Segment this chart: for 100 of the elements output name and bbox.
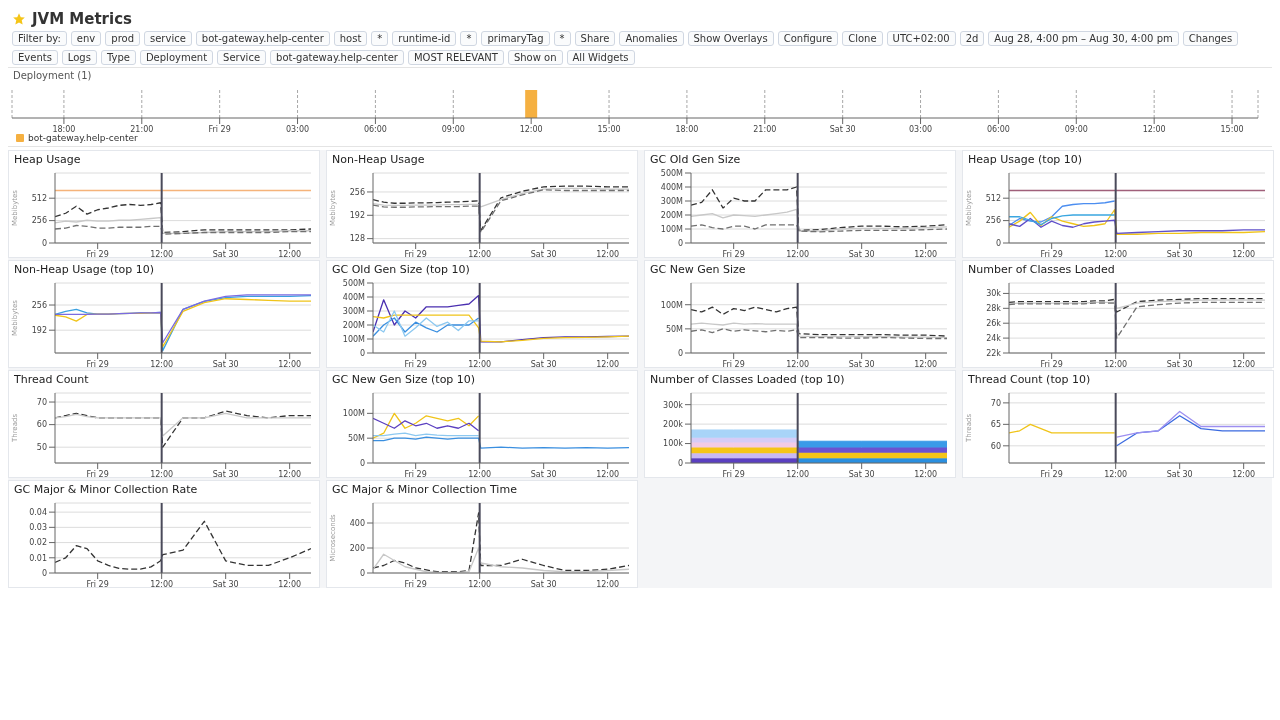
x-tick-label: 12:00 <box>150 359 174 369</box>
text: * <box>371 31 389 46</box>
x-tick-label: 12:00 <box>278 469 302 479</box>
y-tick-label: 30k <box>986 289 1002 299</box>
y-tick-label: 192 <box>31 326 47 336</box>
x-tick-label: Sat 30 <box>530 469 557 479</box>
x-tick-label: 12:00 <box>786 249 810 259</box>
y-tick-label: 200 <box>349 543 365 553</box>
y-tick-label: 0 <box>359 348 365 358</box>
y-tick-label: 400M <box>342 292 366 302</box>
y-tick-label: 256 <box>31 216 47 226</box>
text: Type <box>100 50 136 65</box>
text: Clone <box>842 31 883 46</box>
text: Aug 28, 4:00 pm – Aug 30, 4:00 pm <box>988 31 1179 46</box>
x-tick-label: Fri 29 <box>404 249 427 259</box>
chart-title: Number of Classes Loaded (top 10) <box>649 372 846 387</box>
y-tick-label: 70 <box>990 398 1001 408</box>
y-tick-label: 0 <box>677 238 683 248</box>
y-tick-label: 100k <box>663 439 684 449</box>
x-tick-label: 12:00 <box>596 469 620 479</box>
text: Logs <box>61 50 97 65</box>
x-tick-label: Sat 30 <box>212 579 239 589</box>
chart-title: Deployment (1) <box>12 69 93 83</box>
chart-title: GC Major & Minor Collection Time <box>331 482 518 497</box>
x-tick-label: 03:00 <box>909 124 933 134</box>
x-tick-label: Sat 30 <box>848 469 875 479</box>
text: JVM Metrics <box>32 10 132 28</box>
x-tick-label: 12:00 <box>596 249 620 259</box>
y-tick-label: 500M <box>342 278 366 288</box>
y-tick-label: 60 <box>36 420 47 430</box>
x-tick-label: Fri 29 <box>1040 249 1063 259</box>
y-tick-label: 28k <box>986 304 1002 314</box>
y-tick-label: 0.04 <box>29 507 47 517</box>
y-tick-label: 0 <box>677 348 683 358</box>
chart-title: Non-Heap Usage (top 10) <box>13 262 156 277</box>
y-tick-label: 22k <box>986 348 1002 358</box>
x-tick-label: 12:00 <box>786 469 810 479</box>
legend-label: bot-gateway.help-center <box>27 133 138 143</box>
text: * <box>553 31 571 46</box>
x-tick-label: 03:00 <box>286 124 310 134</box>
chart-title: Thread Count (top 10) <box>967 372 1092 387</box>
x-tick-label: Fri 29 <box>208 124 231 134</box>
text: Service <box>217 50 267 65</box>
x-tick-label: 12:00 <box>468 579 492 589</box>
x-tick-label: 12:00 <box>468 359 492 369</box>
x-tick-label: 12:00 <box>914 469 938 479</box>
x-tick-label: 15:00 <box>1220 124 1244 134</box>
x-tick-label: Fri 29 <box>722 249 745 259</box>
y-tick-label: 300k <box>663 400 684 410</box>
x-tick-label: 12:00 <box>468 469 492 479</box>
x-tick-label: 12:00 <box>278 579 302 589</box>
x-tick-label: Fri 29 <box>722 469 745 479</box>
x-tick-label: Sat 30 <box>530 579 557 589</box>
y-tick-label: 100M <box>660 224 684 234</box>
chart-title: Thread Count <box>13 372 90 387</box>
y-tick-label: 256 <box>985 216 1001 226</box>
x-tick-label: 12:00 <box>1104 469 1128 479</box>
x-tick-label: Fri 29 <box>404 359 427 369</box>
chart-title: GC Old Gen Size <box>649 152 742 167</box>
text: MOST RELEVANT <box>407 50 504 65</box>
chart-title: GC Old Gen Size (top 10) <box>331 262 471 277</box>
text: prod <box>105 31 140 46</box>
y-tick-label: 200M <box>660 210 684 220</box>
y-tick-label: 200k <box>663 419 684 429</box>
y-tick-label: 0 <box>677 458 683 468</box>
x-tick-label: 12:00 <box>468 249 492 259</box>
y-tick-label: 256 <box>31 300 47 310</box>
y-tick-label: 100M <box>660 300 684 310</box>
chart-title: GC New Gen Size (top 10) <box>331 372 477 387</box>
y-tick-label: 256 <box>349 187 365 197</box>
text: Anomalies <box>619 31 684 46</box>
text: runtime-id <box>392 31 457 46</box>
x-tick-label: 18:00 <box>52 124 76 134</box>
x-tick-label: 12:00 <box>914 249 938 259</box>
x-tick-label: Fri 29 <box>86 249 109 259</box>
text: Share <box>574 31 616 46</box>
y-tick-label: 60 <box>990 441 1001 451</box>
text: All Widgets <box>566 50 635 65</box>
y-tick-label: 500M <box>660 168 684 178</box>
x-tick-label: Fri 29 <box>86 579 109 589</box>
chart-title: Non-Heap Usage <box>331 152 426 167</box>
x-tick-label: 21:00 <box>130 124 154 134</box>
x-tick-label: 09:00 <box>441 124 465 134</box>
x-tick-label: Fri 29 <box>404 579 427 589</box>
text: env <box>70 31 102 46</box>
x-tick-label: 12:00 <box>150 579 174 589</box>
y-tick-label: 200M <box>342 320 366 330</box>
x-tick-label: 12:00 <box>1232 469 1256 479</box>
y-tick-label: 0.02 <box>29 538 47 548</box>
y-tick-label: 128 <box>349 234 365 244</box>
y-tick-label: 300M <box>660 196 684 206</box>
x-tick-label: Fri 29 <box>86 469 109 479</box>
x-tick-label: Sat 30 <box>530 249 557 259</box>
x-tick-label: 06:00 <box>363 124 387 134</box>
x-tick-label: 12:00 <box>596 579 620 589</box>
y-tick-label: 50M <box>347 434 366 444</box>
text: * <box>460 31 478 46</box>
text: Configure <box>777 31 839 46</box>
text: Deployment <box>139 50 214 65</box>
text: bot-gateway.help-center <box>195 31 330 46</box>
